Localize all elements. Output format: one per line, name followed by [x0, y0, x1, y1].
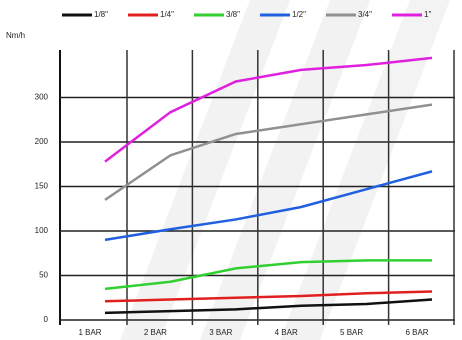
legend-label: 3/8" — [226, 10, 240, 19]
x-tick-label: 1 BAR — [78, 328, 101, 337]
series-line — [104, 56, 433, 163]
x-tick-label: 6 BAR — [405, 328, 428, 337]
legend-label: 3/4" — [358, 10, 372, 19]
y-tick-label: 150 — [35, 182, 49, 191]
x-tick-label: 3 BAR — [209, 328, 232, 337]
series-line — [104, 259, 432, 291]
y-tick-label: 50 — [39, 271, 48, 280]
y-tick-label: 0 — [44, 315, 49, 324]
legend-label: 1" — [424, 10, 431, 19]
series-line — [104, 103, 433, 201]
x-tick-label: 4 BAR — [275, 328, 298, 337]
y-tick-label: 100 — [35, 226, 49, 235]
y-axis-label: Nm/h — [6, 31, 25, 40]
series-line — [104, 298, 433, 315]
x-tick-label: 2 BAR — [144, 328, 167, 337]
series-line — [104, 290, 433, 303]
legend-label: 1/4" — [160, 10, 174, 19]
legend-label: 1/2" — [292, 10, 306, 19]
background-stripes — [120, 0, 450, 340]
y-tick-label: 300 — [35, 93, 49, 102]
x-tick-label: 5 BAR — [340, 328, 363, 337]
y-tick-label: 200 — [35, 137, 49, 146]
legend-label: 1/8" — [94, 10, 108, 19]
series-line — [104, 170, 433, 242]
